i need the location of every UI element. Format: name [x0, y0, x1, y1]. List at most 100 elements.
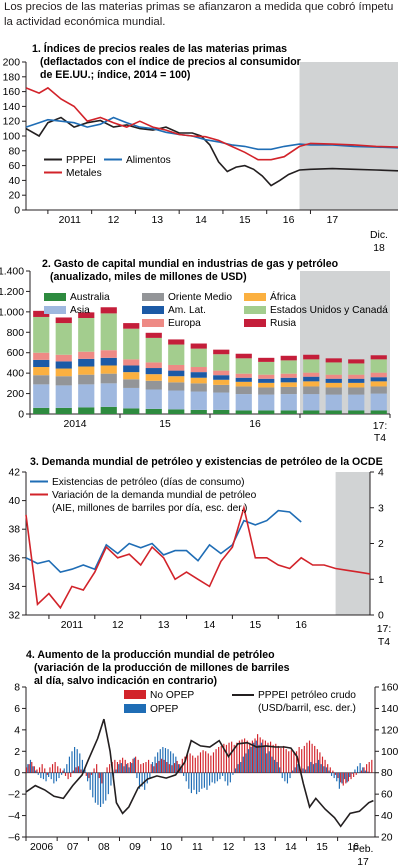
panel-4-bar-1	[185, 772, 187, 782]
panel-4-bar-1	[294, 767, 296, 773]
panel-2-bar-segment-0	[348, 410, 365, 414]
panel-4-bar-0	[254, 738, 256, 773]
panel-2-bar-segment-4	[213, 375, 230, 380]
panel-4-bar-0	[342, 772, 344, 786]
panel-4-bar-1	[141, 772, 143, 787]
panel-3-x-tick-label: 13	[158, 620, 170, 631]
panel-4-bar-0	[124, 759, 126, 773]
panel-4-bar-0	[324, 759, 326, 773]
panel-4-x-tick-label: 16	[347, 842, 359, 853]
panel-2-bar-segment-1	[55, 385, 72, 408]
panel-4-bar-1	[367, 771, 369, 773]
panel-2-bar-segment-0	[213, 409, 230, 414]
panel-4-bar-1	[279, 767, 281, 773]
panel-4-bar-1	[281, 772, 283, 779]
panel-3-end-label-1: 17:	[377, 624, 391, 635]
panel-3-series-line-1	[25, 504, 371, 610]
panel-2-y-tick-label: 600	[7, 348, 25, 359]
panel-4-bar-0	[371, 759, 373, 773]
panel-4-bar-0	[225, 744, 228, 773]
panel-2-legend-label: Am. Lat.	[168, 305, 206, 316]
panel-2-legend-label: Australia	[70, 292, 110, 303]
panel-4-bar-0	[251, 740, 253, 773]
panel-1-x-tick-label: 16	[283, 215, 295, 226]
panel-2-bar-segment-1	[370, 393, 387, 411]
panel-4-bar-1	[79, 753, 81, 773]
panel-4-bar-0	[246, 740, 248, 773]
panel-4-bar-1	[89, 772, 91, 790]
panel-4-bar-1	[190, 772, 192, 794]
panel-2-bar-segment-5	[370, 372, 387, 378]
panel-4-bar-1	[354, 769, 356, 773]
panel-4-bar-0	[168, 764, 170, 773]
panel-4-bar-0	[282, 745, 285, 773]
panel-4-bar-1	[157, 752, 159, 773]
panel-4-bar-0	[259, 737, 261, 773]
panel-4-bar-0	[116, 762, 119, 773]
panel-1-y-tick-label: 80	[8, 146, 20, 157]
panel-4-bar-0	[85, 772, 87, 776]
panel-1-x-tick-label: 2011	[59, 215, 82, 226]
panel-4-bar-0	[314, 745, 316, 773]
panel-2-bar-segment-5	[213, 370, 230, 376]
panel-2-bar-segment-1	[78, 384, 95, 408]
panel-4-bar-0	[223, 743, 225, 773]
panel-2-y-tick-label: 1.400	[0, 267, 24, 278]
panel-4-bar-1	[110, 772, 112, 786]
panel-4-bar-1	[227, 772, 229, 786]
panel-4-bar-0	[62, 770, 64, 773]
panel-2-bar-segment-6	[348, 363, 365, 375]
panel-4-bar-0	[57, 766, 59, 773]
panel-4-bar-1	[40, 772, 42, 779]
panel-4-bar-1	[162, 747, 164, 773]
panel-3-y-tick-label: 40	[8, 496, 20, 507]
panel-2-bar-segment-0	[100, 406, 117, 414]
panel-4-bar-0	[28, 764, 30, 773]
panel-2-bar-segment-6	[78, 317, 95, 352]
panel-4-bar-0	[122, 757, 124, 773]
panel-4-bar-1	[68, 756, 70, 773]
panel-4-bar-1	[320, 764, 322, 773]
panel-2-bar-segment-0	[33, 407, 50, 414]
panel-4-bar-1	[188, 772, 190, 789]
panel-4-x-tick-label: 12	[223, 842, 235, 853]
panel-4-bar-0	[153, 766, 155, 773]
panel-2-bar-segment-2	[123, 379, 140, 388]
panel-2-bar-segment-2	[348, 387, 365, 395]
panel-2-bar-segment-6	[303, 359, 320, 373]
panel-4-y-tick-label: 2	[14, 747, 20, 758]
panel-2-bar-segment-5	[168, 364, 185, 371]
panel-4-bar-0	[140, 764, 142, 773]
panel-4-bar-1	[123, 766, 125, 773]
panel-4-bar-0	[316, 749, 318, 773]
panel-4-bar-0	[218, 747, 220, 773]
panel-4-bar-0	[347, 772, 350, 782]
panel-4-legend-swatch	[124, 704, 146, 713]
panel-4-bar-1	[263, 745, 265, 773]
panel-2-bar-segment-0	[370, 410, 387, 414]
panel-4-bar-0	[137, 759, 139, 773]
panel-1-y-tick-label: 0	[14, 206, 20, 217]
panel-2-bar-segment-2	[280, 386, 297, 395]
panel-2-bar-segment-5	[190, 367, 207, 373]
panel-4-bar-1	[310, 762, 312, 773]
panel-4-bar-1	[268, 751, 270, 773]
panel-4-bar-0	[158, 760, 160, 773]
panel-4-bar-1	[45, 772, 47, 782]
panel-4-bar-1	[349, 772, 351, 777]
panel-2-subtitle-1: (anualizado, miles de millones de USD)	[50, 271, 247, 283]
panel-2-bar-segment-1	[168, 390, 185, 410]
panel-2-legend-swatch	[244, 319, 266, 327]
panel-4-bar-1	[37, 772, 39, 775]
panel-1-series-line-2	[25, 86, 399, 161]
panel-4-bar-1	[323, 766, 325, 773]
panel-2-bar-segment-0	[123, 408, 140, 414]
panel-2-bar-segment-0	[303, 410, 320, 414]
panel-2-bar-segment-6	[145, 337, 162, 363]
panel-4-bar-0	[363, 767, 365, 773]
panel-4-bar-0	[184, 756, 186, 773]
panel-4-bar-1	[201, 772, 203, 789]
panel-2-bar-segment-2	[325, 387, 342, 395]
panel-4-bar-1	[99, 772, 102, 807]
panel-2-bar-segment-1	[145, 389, 162, 409]
